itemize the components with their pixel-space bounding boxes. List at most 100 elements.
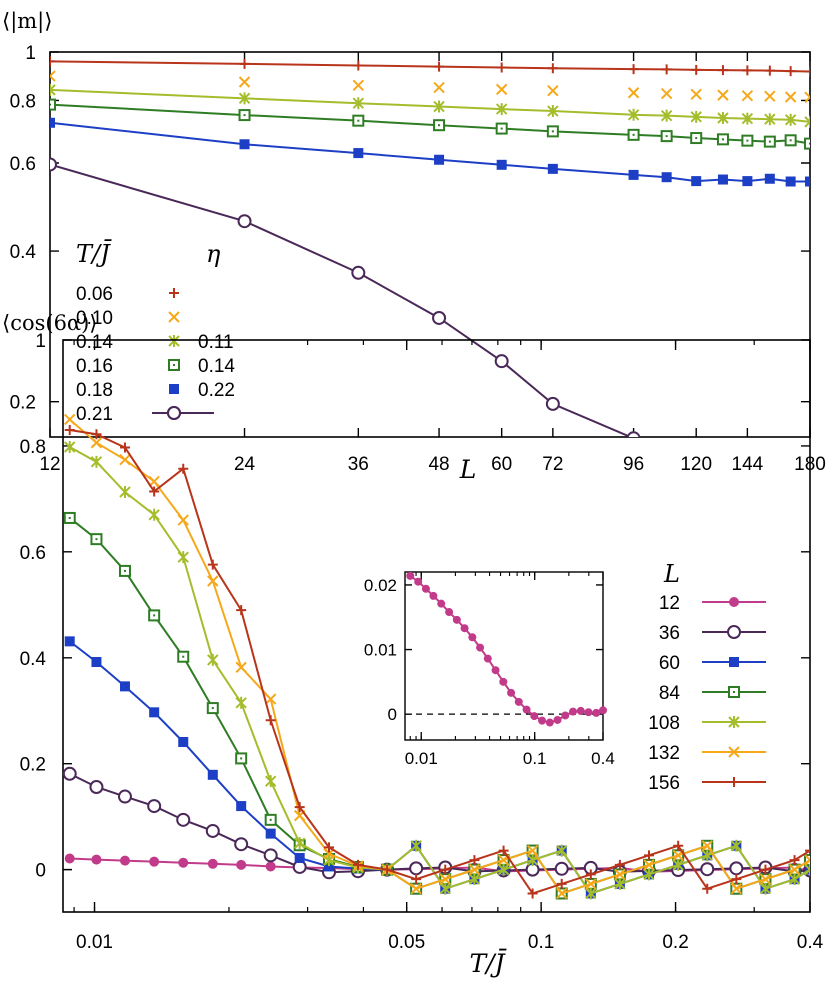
top-point-0.14 [660,109,673,122]
bottom-point-60 [324,861,335,872]
top-point-0.18 [691,176,702,187]
bottom-point-108 [119,486,131,499]
bottom-point-108 [643,868,655,881]
top-point-0.18 [628,169,639,180]
bottom-point-156 [673,840,684,851]
bottom-legend-header: L [663,560,680,588]
bottom-point-60 [64,636,75,647]
bottom-point-156 [585,869,596,880]
top-x-tick-label: 48 [428,454,449,475]
inset-x-tick-label: 0.4 [591,749,615,768]
inset-point-12 [437,599,446,608]
bottom-point-132 [643,859,655,871]
bottom-point-156 [324,842,335,853]
bottom-point-156 [614,859,625,870]
bottom-legend-marker-132 [728,746,740,758]
top-plot-frame [49,51,811,438]
top-point-0.18 [805,176,810,187]
top-x-tick-label: 36 [348,454,369,475]
inset-point-12 [514,697,523,706]
bottom-point-60 [805,864,810,875]
top-point-0.18 [547,163,558,174]
top-point-0.10 [352,79,365,91]
bottom-point-36 [176,812,191,827]
top-point-0.10 [764,90,776,102]
bottom-point-60 [207,769,218,780]
bottom-point-156 [789,855,800,866]
bottom-point-132 [119,453,131,466]
inset-point-12 [414,577,423,586]
top-point-0.18 [742,176,753,187]
top-point-0.14 [764,113,776,126]
inset-point-12 [522,705,531,714]
bottom-point-156 [149,486,160,497]
bottom-legend-label-60: 60 [659,653,680,674]
top-y-tick-label: 0.2 [10,393,36,414]
bottom-point-108 [804,863,810,876]
bottom-point-12 [64,853,75,864]
top-legend-marker-0.10 [168,311,180,323]
bottom-plot: 0.01 0.05 0.1 0.2 0.4 0 0.2 0.4 0.6 0.8 1⟨cos(6α)⟩… [2,311,824,978]
inset-y-tick-label: 0.01 [364,641,397,660]
bottom-plot-frame [62,339,811,913]
top-point-0.18 [50,117,55,128]
bottom-x-tick-label: 0.4 [797,932,824,953]
bottom-point-84-dot [211,707,214,710]
bottom-point-12 [149,856,160,867]
top-point-0.10 [495,83,508,96]
bottom-point-108 [730,839,743,852]
bottom-point-156 [527,888,538,899]
top-series-line-0.21 [50,163,634,437]
top-legend-temp-0.18: 0.18 [76,380,113,401]
bottom-point-132 [90,437,103,449]
top-series-line-0.18 [50,121,810,183]
bottom-point-60 [294,852,305,863]
bottom-legend-label-132: 132 [648,743,680,764]
top-legend-marker-0.18 [169,384,179,394]
bottom-point-108 [439,882,451,895]
top-point-0.18 [661,172,672,183]
top-point-0.16-dot [500,127,503,130]
inset-point-12 [483,654,492,663]
top-point-0.21 [545,396,560,411]
top-point-0.10 [238,76,251,88]
top-point-0.18 [764,173,775,184]
bottom-point-132 [64,413,76,426]
top-legend-marker-0.14 [168,335,180,347]
top-point-0.16-dot [357,119,360,122]
bottom-point-108 [177,551,189,564]
top-plot: 12 24 36 48 60 72 96 120 144 1800.20.40.60.81⟨|m|… [2,9,826,484]
bottom-legend-label-84: 84 [659,683,681,704]
top-point-0.06 [50,56,55,67]
bottom-point-60 [119,681,130,692]
bottom-x-axis-label: T/J̄ [469,949,507,978]
bottom-point-36 [147,799,162,814]
bottom-point-84-dot [68,516,71,519]
inset-point-12 [452,615,461,624]
bottom-point-108 [788,873,801,886]
top-point-0.16-dot [768,140,771,143]
bottom-point-36 [89,780,104,795]
bottom-point-108 [235,696,247,709]
bottom-point-156 [382,864,393,875]
bottom-point-84-dot [95,538,98,541]
top-x-tick-label: 72 [542,454,563,475]
bottom-legend-label-12: 12 [659,593,680,614]
top-point-0.06 [785,66,796,77]
top-series-group [50,56,810,437]
inset-point-12 [538,716,547,725]
top-point-0.18 [434,154,445,165]
inset-point-12 [569,707,578,716]
bottom-y-tick-label: 0.4 [20,649,47,670]
top-point-0.18 [496,159,507,170]
bottom-y-tick-label: 0 [35,861,46,882]
bottom-point-108 [614,877,626,890]
bottom-point-132 [526,844,539,857]
inset-point-12 [491,666,500,675]
bottom-legend-label-36: 36 [659,623,680,644]
top-point-0.14 [352,97,365,110]
bottom-point-132 [556,887,568,900]
top-point-0.06 [628,64,639,75]
top-point-0.10 [50,70,56,82]
